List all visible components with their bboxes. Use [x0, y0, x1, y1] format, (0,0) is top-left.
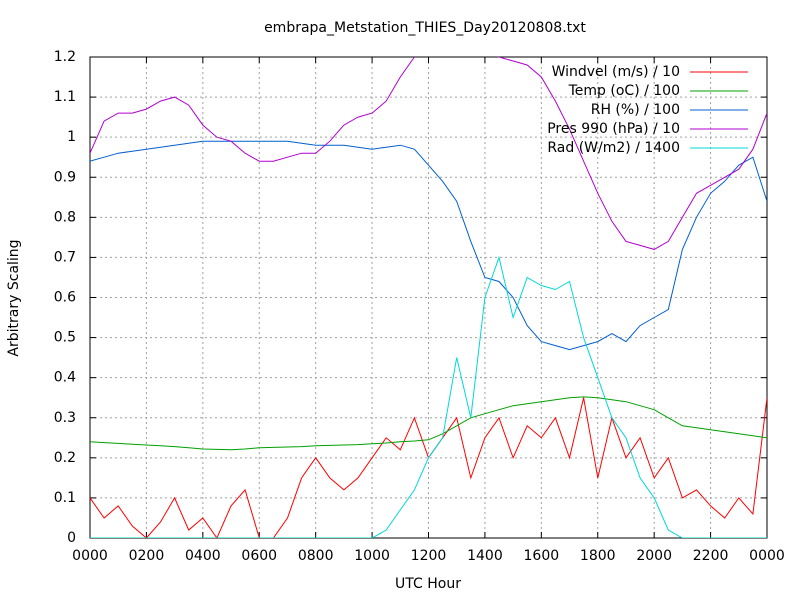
- y-tick-label: 0.7: [54, 249, 76, 265]
- y-tick-label: 1.2: [54, 49, 76, 65]
- x-tick-label: 1200: [411, 548, 447, 564]
- y-tick-label: 0.4: [54, 370, 76, 386]
- y-tick-label: 0.2: [54, 450, 76, 466]
- legend-label: Windvel (m/s) / 10: [552, 64, 680, 80]
- x-tick-label: 1400: [467, 548, 503, 564]
- y-axis-label: Arbitrary Scaling: [6, 239, 22, 356]
- legend-label: Rad (W/m2) / 1400: [547, 140, 680, 156]
- y-tick-label: 0.1: [54, 490, 76, 506]
- x-tick-label: 1800: [580, 548, 616, 564]
- legend-label: RH (%) / 100: [591, 102, 680, 118]
- chart-title: embrapa_Metstation_THIES_Day20120808.txt: [264, 20, 586, 36]
- y-tick-label: 0: [67, 530, 76, 546]
- series-line: [90, 396, 767, 451]
- y-tick-label: 0.6: [54, 290, 76, 306]
- y-tick-label: 1: [67, 129, 76, 145]
- x-tick-label: 0400: [185, 548, 221, 564]
- series-line: [90, 140, 767, 351]
- x-tick-label: 0200: [129, 548, 165, 564]
- y-tick-label: 1.1: [54, 89, 76, 105]
- y-tick-label: 0.3: [54, 410, 76, 426]
- plot-border: [89, 56, 768, 539]
- y-tick-label: 0.5: [54, 330, 76, 346]
- series-line: [90, 57, 767, 250]
- y-tick-label: 0.8: [54, 209, 76, 225]
- y-tick-label: 0.9: [54, 169, 76, 185]
- x-axis-label: UTC Hour: [395, 576, 461, 592]
- x-tick-label: 0000: [749, 548, 785, 564]
- x-tick-label: 0800: [298, 548, 334, 564]
- x-tick-label: 0000: [72, 548, 108, 564]
- x-tick-label: 2000: [636, 548, 672, 564]
- legend-label: Temp (oC) / 100: [568, 83, 680, 99]
- x-tick-label: 1000: [354, 548, 390, 564]
- legend-label: Pres 990 (hPa) / 10: [547, 121, 680, 137]
- series-line: [90, 255, 767, 538]
- x-tick-label: 2200: [693, 548, 729, 564]
- x-tick-label: 1600: [524, 548, 560, 564]
- x-tick-label: 0600: [241, 548, 277, 564]
